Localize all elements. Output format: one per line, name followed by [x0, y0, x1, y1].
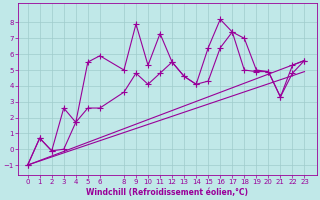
X-axis label: Windchill (Refroidissement éolien,°C): Windchill (Refroidissement éolien,°C): [86, 188, 248, 197]
